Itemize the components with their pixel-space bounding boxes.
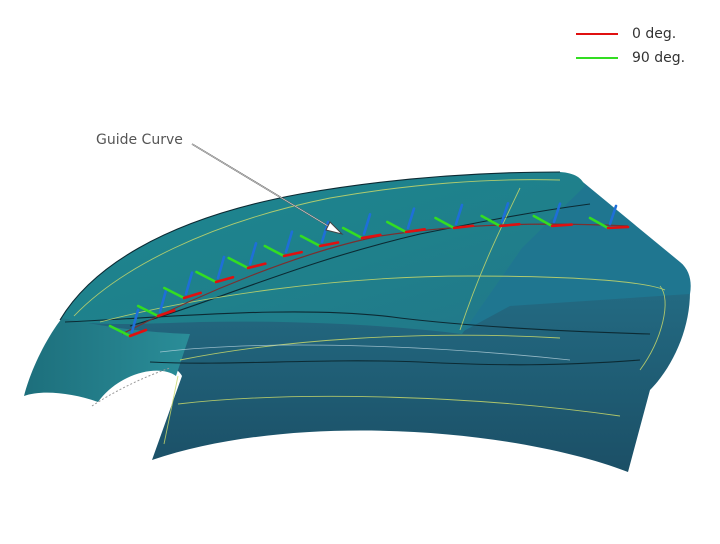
axis-90deg [434, 216, 456, 230]
legend-label-90deg: 90 deg. [632, 50, 686, 66]
legend-item-90deg: 90 deg. [576, 49, 685, 67]
top-face[interactable] [60, 172, 585, 334]
axis-normal [608, 204, 618, 226]
axis-0deg [128, 328, 148, 338]
left-flange-face[interactable] [24, 318, 190, 402]
axis-normal [130, 308, 140, 334]
axis-normal [406, 207, 416, 230]
axis-0deg [318, 241, 340, 248]
axis-normal [158, 289, 168, 314]
axis-normal [454, 203, 464, 226]
axis-0deg [606, 225, 630, 230]
projection-dashes [91, 367, 171, 407]
axis-90deg [263, 244, 286, 258]
guide-curve-annotation: Guide Curve [96, 132, 183, 148]
trim-lines [73, 179, 666, 445]
axis-0deg [550, 223, 573, 228]
axis-90deg [163, 286, 186, 300]
axis-0deg [182, 291, 202, 300]
axis-90deg [136, 304, 160, 318]
axis-90deg [195, 270, 218, 284]
axis-normal [500, 202, 510, 224]
axis-0deg [498, 222, 521, 228]
axis-normal [362, 213, 372, 236]
orientation-triads [108, 202, 630, 338]
axis-90deg [480, 214, 502, 228]
axis-90deg [108, 324, 132, 338]
legend-swatch-red [576, 33, 618, 35]
axis-90deg [227, 256, 250, 270]
annotation-leader-arrow [191, 143, 344, 235]
axis-0deg [282, 250, 303, 258]
axis-90deg [386, 220, 408, 234]
axis-normal [284, 230, 294, 254]
legend-swatch-green [576, 57, 618, 59]
axis-90deg [588, 216, 610, 230]
axis-0deg [214, 275, 235, 284]
axis-0deg [360, 233, 382, 240]
axis-0deg [246, 262, 267, 270]
axis-0deg [404, 228, 426, 234]
axis-90deg [532, 214, 554, 228]
axis-normal [248, 242, 258, 266]
seam-line [159, 344, 571, 361]
axis-normal [552, 202, 562, 224]
legend-item-0deg: 0 deg. [576, 25, 676, 43]
axis-normal [216, 255, 226, 280]
axis-90deg [341, 226, 364, 240]
axis-90deg [299, 234, 322, 248]
axis-0deg [452, 224, 475, 230]
legend-label-0deg: 0 deg. [632, 26, 677, 42]
axis-normal [184, 271, 194, 296]
axis-0deg [156, 309, 176, 318]
